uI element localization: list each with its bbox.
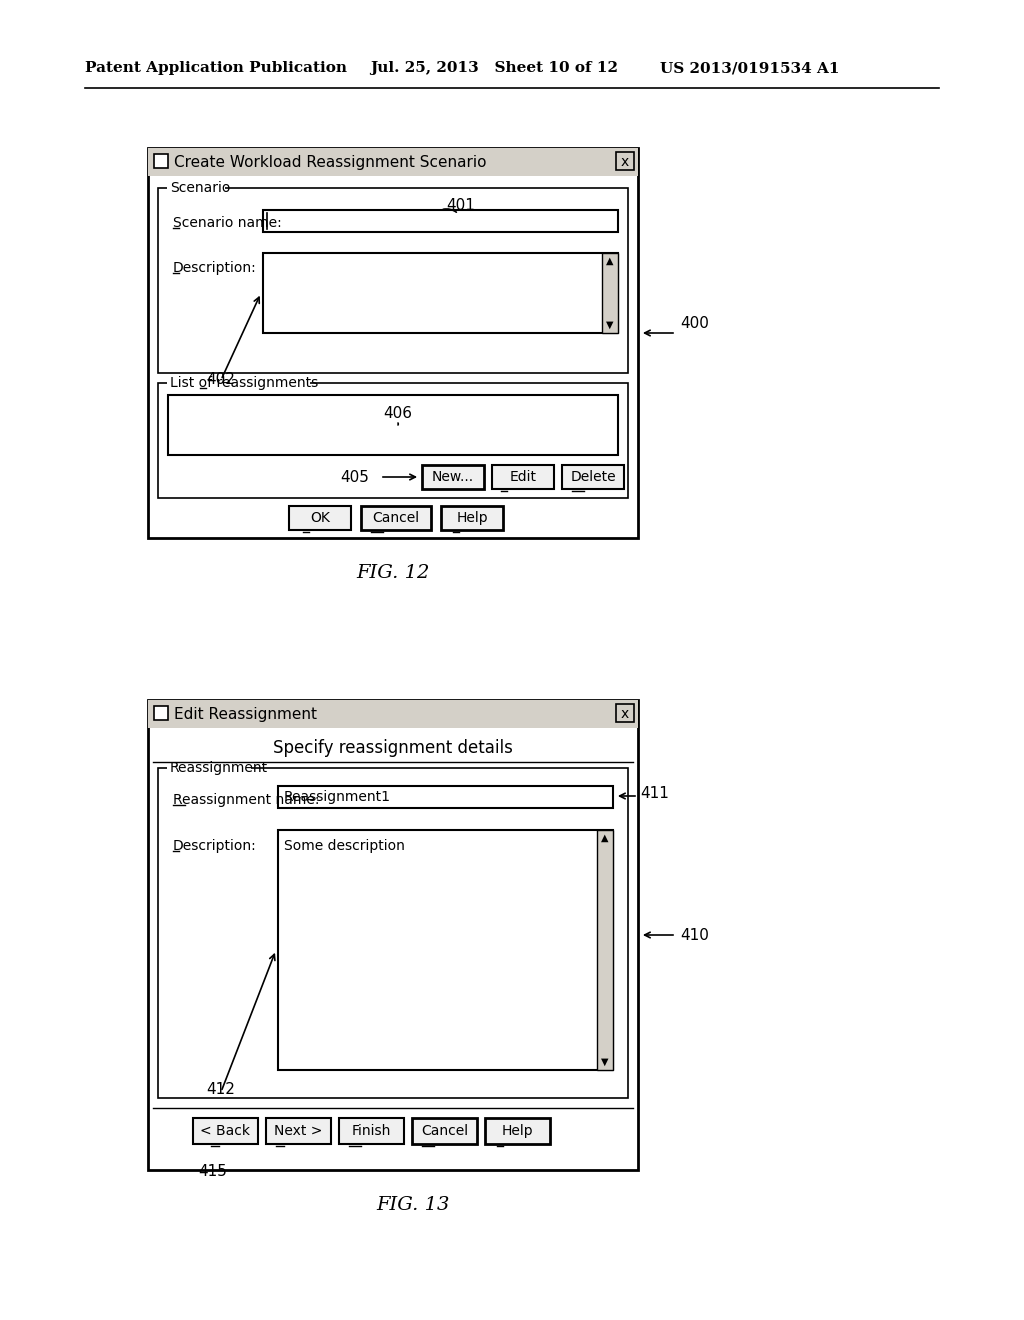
Bar (492, 465, 554, 488)
Text: OK: OK (310, 511, 330, 525)
Bar (263, 253, 618, 333)
Bar (616, 704, 634, 722)
Bar (154, 154, 168, 168)
Text: Cancel: Cancel (373, 511, 420, 525)
Text: Reassignment: Reassignment (170, 762, 268, 775)
Text: 402: 402 (206, 372, 234, 388)
Text: Help: Help (456, 511, 487, 525)
Bar (412, 1118, 477, 1144)
Text: Scenario name:: Scenario name: (173, 216, 282, 230)
Text: 415: 415 (199, 1164, 227, 1180)
Text: x: x (621, 154, 629, 169)
Bar (361, 506, 431, 531)
Bar (148, 700, 638, 1170)
Text: FIG. 13: FIG. 13 (376, 1196, 450, 1214)
Text: 410: 410 (680, 928, 709, 942)
Bar (154, 706, 168, 719)
Text: x: x (621, 708, 629, 721)
Bar (167, 180, 225, 195)
Text: 405: 405 (340, 470, 369, 484)
Text: ▼: ▼ (601, 1057, 608, 1067)
Bar (339, 1118, 404, 1144)
Text: 400: 400 (680, 315, 709, 330)
Bar (278, 830, 613, 1071)
Bar (167, 760, 251, 776)
Text: Edit: Edit (510, 470, 537, 484)
Text: Cancel: Cancel (421, 1125, 468, 1138)
Text: ▲: ▲ (601, 833, 608, 843)
Bar (441, 506, 503, 531)
Bar (278, 785, 613, 808)
Text: Scenario: Scenario (170, 181, 230, 195)
Text: New...: New... (432, 470, 474, 484)
Text: Finish: Finish (352, 1125, 391, 1138)
Bar (597, 830, 613, 1071)
Text: Description:: Description: (173, 261, 257, 275)
Text: FIG. 12: FIG. 12 (356, 564, 430, 582)
Text: Reassignment1: Reassignment1 (284, 789, 391, 804)
Bar (562, 465, 624, 488)
Bar (148, 148, 638, 176)
Bar (485, 1118, 550, 1144)
Text: Delete: Delete (570, 470, 615, 484)
Text: Edit Reassignment: Edit Reassignment (174, 706, 317, 722)
Text: Some description: Some description (284, 840, 404, 853)
Text: Create Workload Reassignment Scenario: Create Workload Reassignment Scenario (174, 154, 486, 169)
Bar (263, 210, 618, 232)
Bar (266, 1118, 331, 1144)
Text: Patent Application Publication: Patent Application Publication (85, 61, 347, 75)
Bar (422, 465, 484, 488)
Text: 401: 401 (446, 198, 475, 214)
Text: Next >: Next > (274, 1125, 323, 1138)
Bar (193, 1118, 258, 1144)
Text: Reassignment name:: Reassignment name: (173, 793, 319, 807)
Text: US 2013/0191534 A1: US 2013/0191534 A1 (660, 61, 840, 75)
Bar (602, 253, 618, 333)
Text: 411: 411 (640, 787, 669, 801)
Bar (289, 506, 351, 531)
Text: ▲: ▲ (606, 256, 613, 267)
Bar (168, 395, 618, 455)
Bar (158, 383, 628, 498)
Text: 406: 406 (384, 405, 413, 421)
Bar (148, 148, 638, 539)
Text: Help: Help (502, 1125, 534, 1138)
Text: Jul. 25, 2013   Sheet 10 of 12: Jul. 25, 2013 Sheet 10 of 12 (370, 61, 618, 75)
Text: 412: 412 (206, 1082, 234, 1097)
Text: ▼: ▼ (606, 319, 613, 330)
Text: Description:: Description: (173, 840, 257, 853)
Bar (158, 187, 628, 374)
Text: List of reassignments: List of reassignments (170, 376, 318, 389)
Text: < Back: < Back (201, 1125, 251, 1138)
Bar (158, 768, 628, 1098)
Bar (616, 152, 634, 170)
Bar (167, 375, 309, 391)
Bar (148, 700, 638, 729)
Text: Specify reassignment details: Specify reassignment details (273, 739, 513, 756)
